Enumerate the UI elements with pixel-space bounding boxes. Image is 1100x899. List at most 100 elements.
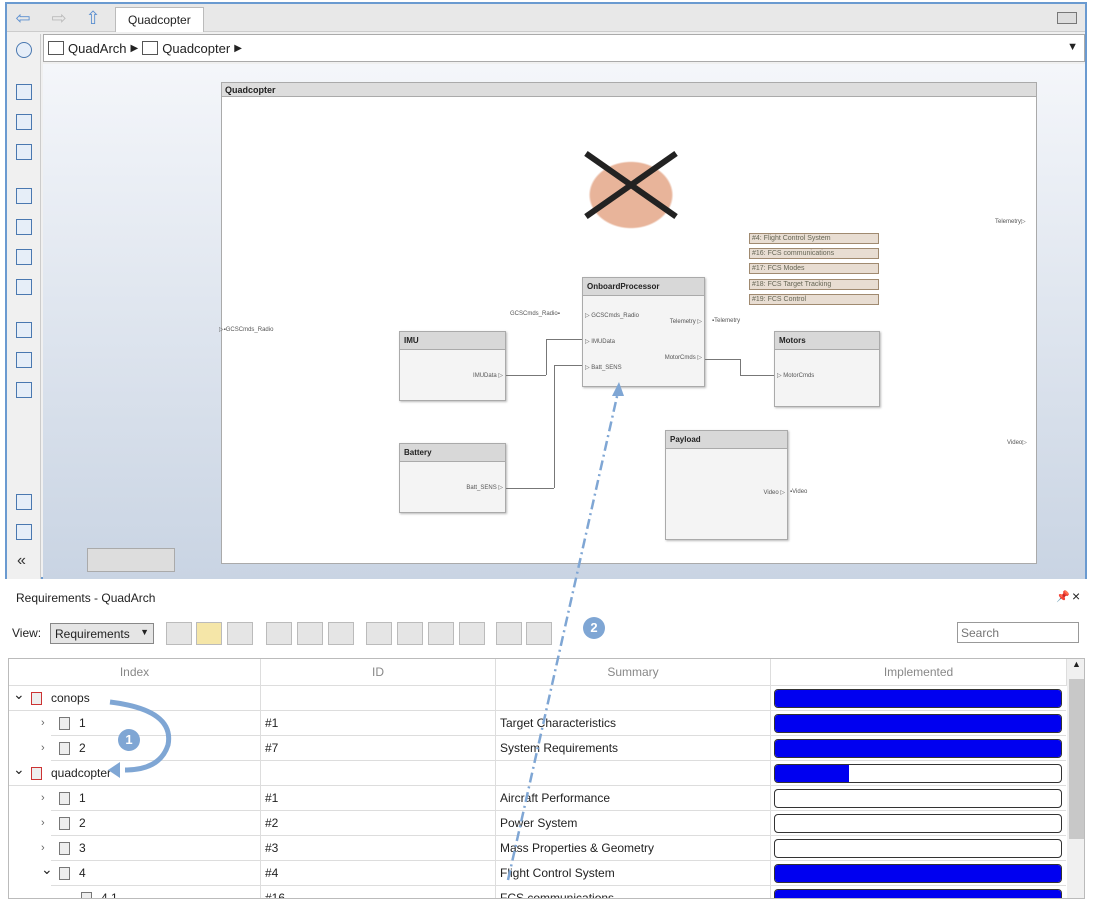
table-row[interactable]: ⌄ 4 #4 Flight Control System — [41, 861, 1066, 886]
chevron-down-icon[interactable]: ⌄ — [13, 761, 25, 777]
port-video-out[interactable]: ▪Video — [790, 489, 808, 495]
image-icon[interactable] — [16, 352, 32, 368]
table-row[interactable]: ⌄ conops — [9, 686, 1066, 711]
cell-summary: Target Characteristics — [496, 711, 771, 736]
scroll-up-icon[interactable]: ▲ — [1072, 659, 1081, 669]
chevron-down-icon[interactable]: ⌄ — [13, 686, 25, 702]
port[interactable]: ▷ IMUData — [585, 339, 615, 345]
up-arrow-icon[interactable]: ⇧ — [85, 8, 101, 28]
column-header-summary[interactable]: Summary — [496, 659, 771, 686]
collapse-icon[interactable]: « — [17, 552, 26, 569]
chevron-right-icon[interactable]: › — [41, 742, 45, 754]
port[interactable]: ▷ Batt_SENS — [585, 365, 622, 371]
table-row[interactable]: › 3 #3 Mass Properties & Geometry — [41, 836, 1066, 861]
vertical-scrollbar[interactable]: ▲ — [1067, 659, 1084, 898]
port[interactable]: Batt_SENS ▷ — [466, 485, 503, 491]
open-folder-icon[interactable] — [196, 622, 222, 645]
chevron-right-icon[interactable]: › — [41, 817, 45, 829]
port-gcs-in[interactable]: GCSCmds_Radio▪ — [510, 311, 560, 317]
reference-icon[interactable] — [16, 249, 32, 265]
requirements-table: Index ID Summary Implemented ⌄ conops › 1 #1… — [8, 658, 1085, 899]
tab-quadcopter[interactable]: Quadcopter — [115, 7, 204, 32]
table-row[interactable]: › 2 #2 Power System — [41, 811, 1066, 836]
chevron-down-icon[interactable]: ▼ — [1067, 41, 1078, 53]
pin-icon[interactable]: 📌 — [1056, 591, 1070, 603]
block-onboard-processor[interactable]: OnboardProcessor ▷ GCSCmds_Radio ▷ IMUDa… — [582, 277, 705, 387]
chevron-right-icon[interactable]: › — [41, 717, 45, 729]
port[interactable]: MotorCmds ▷ — [664, 355, 702, 361]
breadcrumb-quadcopter[interactable]: Quadcopter — [162, 40, 231, 56]
area-icon[interactable] — [16, 382, 32, 398]
port[interactable]: IMUData ▷ — [473, 373, 503, 379]
chevron-right-icon[interactable]: › — [41, 842, 45, 854]
property-inspector-icon[interactable] — [16, 524, 32, 540]
callout-arrow-2 — [506, 391, 620, 881]
zoom-in-icon[interactable] — [16, 84, 32, 100]
keyboard-icon[interactable] — [1057, 12, 1077, 24]
cut-icon[interactable] — [366, 622, 392, 645]
port-video-external[interactable]: Video▷ — [1007, 440, 1027, 446]
delete-icon[interactable] — [459, 622, 485, 645]
column-header-implemented[interactable]: Implemented — [771, 659, 1067, 686]
zoom-100-icon[interactable] — [16, 144, 32, 160]
breadcrumb: QuadArch ▶ Quadcopter ▶ ▼ — [43, 34, 1085, 62]
chevron-down-icon[interactable]: ⌄ — [41, 861, 53, 877]
callout-badge-2: 2 — [583, 617, 605, 639]
requirement-tag[interactable]: #16: FCS communications — [749, 248, 879, 259]
block-payload[interactable]: Payload Video ▷ — [665, 430, 788, 540]
table-row[interactable]: › 1 #1 Target Characteristics — [41, 711, 1066, 736]
port[interactable]: ▷ MotorCmds — [777, 373, 815, 379]
breadcrumb-quadarch[interactable]: QuadArch — [68, 40, 127, 56]
chevron-right-icon[interactable]: › — [41, 792, 45, 804]
chevron-right-icon[interactable]: ▶ — [130, 42, 139, 54]
check-icon[interactable] — [496, 622, 522, 645]
back-arrow-icon[interactable]: ⇦ — [15, 8, 31, 28]
table-row[interactable]: 4.1 #16 FCS communications — [73, 886, 1066, 898]
variant-icon[interactable] — [16, 219, 32, 235]
cell-index: 4 — [79, 861, 261, 886]
table-row[interactable]: › 2 #7 System Requirements — [41, 736, 1066, 761]
port[interactable]: ▷ GCSCmds_Radio — [585, 313, 639, 319]
block-motors[interactable]: Motors ▷ MotorCmds — [774, 331, 880, 407]
save-icon[interactable] — [227, 622, 253, 645]
adapter-icon[interactable] — [16, 279, 32, 295]
requirement-tag[interactable]: #4: Flight Control System — [749, 233, 879, 244]
forward-arrow-icon[interactable]: ⇨ — [51, 8, 67, 28]
view-switcher[interactable] — [87, 548, 175, 572]
search-input[interactable] — [957, 622, 1079, 643]
requirement-tag[interactable]: #18: FCS Target Tracking — [749, 279, 879, 290]
new-requirement-set-icon[interactable] — [166, 622, 192, 645]
port[interactable]: Video ▷ — [763, 490, 785, 496]
requirement-tag[interactable]: #17: FCS Modes — [749, 263, 879, 274]
column-header-id[interactable]: ID — [261, 659, 496, 686]
camera-icon[interactable] — [16, 494, 32, 510]
fit-view-icon[interactable] — [16, 114, 32, 130]
port-gcs-external[interactable]: ▷▪GCSCmds_Radio — [219, 327, 274, 333]
requirement-set-icon — [31, 767, 42, 780]
port-telemetry-external[interactable]: Telemetry▷ — [995, 219, 1026, 225]
port-telemetry-out[interactable]: ▪Telemetry — [712, 318, 741, 324]
chevron-right-icon[interactable]: ▶ — [234, 42, 242, 54]
requirement-tag[interactable]: #19: FCS Control — [749, 294, 879, 305]
paste-icon[interactable] — [428, 622, 454, 645]
scrollbar-thumb[interactable] — [1069, 679, 1084, 839]
block-imu[interactable]: IMU IMUData ▷ — [399, 331, 506, 401]
component-icon[interactable] — [16, 188, 32, 204]
column-header-index[interactable]: Index — [9, 659, 261, 686]
cell-index: 1 — [79, 786, 261, 811]
cell-id — [261, 686, 496, 711]
demote-icon[interactable] — [328, 622, 354, 645]
copy-icon[interactable] — [397, 622, 423, 645]
promote-icon[interactable] — [297, 622, 323, 645]
view-select[interactable]: Requirements ▼ — [50, 623, 154, 644]
port[interactable]: Telemetry ▷ — [669, 319, 702, 325]
hide-browser-icon[interactable] — [16, 42, 32, 58]
annotation-icon[interactable] — [16, 322, 32, 338]
add-child-icon[interactable] — [266, 622, 292, 645]
refresh-icon[interactable] — [526, 622, 552, 645]
implemented-fill — [775, 740, 1061, 757]
table-row[interactable]: ⌄ quadcopter — [9, 761, 1066, 786]
block-battery[interactable]: Battery Batt_SENS ▷ — [399, 443, 506, 513]
close-icon[interactable]: × — [1072, 588, 1081, 604]
diagram-canvas[interactable]: Quadcopter #4: Flight Control System #16… — [43, 64, 1085, 579]
